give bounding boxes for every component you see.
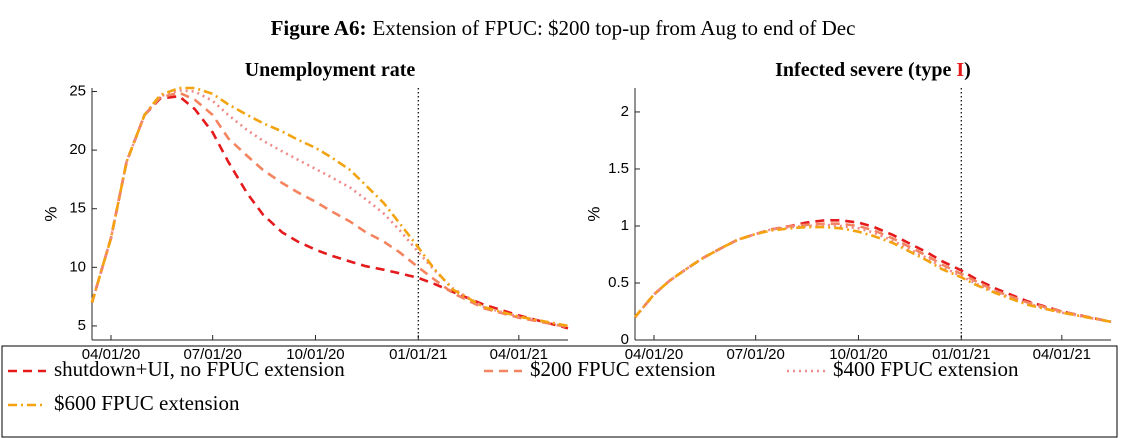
series-line [90, 94, 569, 330]
y-axis-label: % [584, 206, 603, 221]
series-line [634, 225, 1112, 324]
x-tick-label: 04/01/20 [625, 346, 683, 363]
legend-label: shutdown+UI, no FPUC extension [54, 357, 345, 381]
x-tick-label: 04/01/20 [82, 346, 140, 363]
y-tick-label: 15 [69, 200, 86, 217]
series-line [90, 91, 569, 329]
y-tick-label: 25 [69, 82, 86, 99]
chart-title-part: I [956, 59, 964, 81]
y-tick-label: 20 [69, 141, 86, 158]
series-line [634, 223, 1112, 324]
chart-title-part: Unemployment rate [245, 59, 416, 81]
legend-box [1, 345, 1118, 438]
y-tick-label: 10 [69, 258, 86, 275]
x-tick-label: 04/01/21 [1033, 346, 1091, 363]
figure-label: Figure A6: [271, 16, 367, 40]
x-tick-label: 07/01/20 [183, 346, 241, 363]
figure-caption: Extension of FPUC: $200 top-up from Aug … [372, 16, 855, 40]
x-tick-label: 10/01/20 [829, 346, 887, 363]
x-tick-label: 10/01/20 [286, 346, 344, 363]
x-tick-label: 07/01/20 [726, 346, 784, 363]
y-axis-label: % [41, 206, 60, 221]
figure-title: Figure A6: Extension of FPUC: $200 top-up… [271, 16, 856, 40]
x-tick-label: 01/01/21 [932, 346, 990, 363]
series-line [90, 86, 569, 328]
y-tick-label: 0 [621, 331, 629, 348]
x-tick-label: 04/01/21 [490, 346, 548, 363]
series-line [90, 88, 569, 328]
legend-label: $400 FPUC extension [833, 357, 1019, 381]
chart-title: Infected severe (type I) [775, 59, 971, 81]
chart-title: Unemployment rate [245, 59, 416, 81]
chart-title-part: Infected severe (type [775, 59, 956, 81]
y-tick-label: 1.5 [608, 160, 629, 177]
legend-label: $200 FPUC extension [530, 357, 716, 381]
x-tick-label: 01/01/21 [389, 346, 447, 363]
legend-label: $600 FPUC extension [54, 391, 240, 415]
y-tick-label: 1 [621, 217, 629, 234]
y-tick-label: 5 [78, 317, 86, 334]
y-tick-label: 2 [621, 103, 629, 120]
y-tick-label: 0.5 [608, 274, 629, 291]
chart-title-part: ) [964, 59, 971, 81]
